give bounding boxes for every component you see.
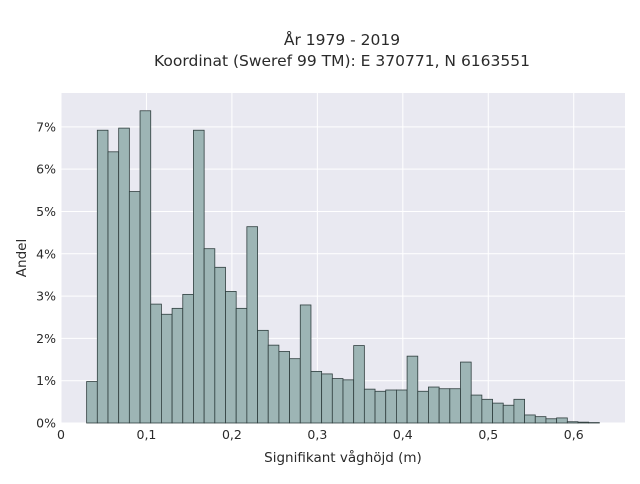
histogram-bar-3 [119,128,130,423]
y-tick-label-5: 5% [36,204,56,219]
histogram-bar-19 [290,359,301,423]
y-axis-ticks: 0% 1% 2% 3% 4% 5% 6% 7% [36,119,56,430]
histogram-bar-35 [461,362,472,423]
histogram-bar-40 [514,399,525,423]
histogram-bar-0 [87,382,98,423]
y-tick-label-0: 0% [36,416,56,431]
histogram-bar-23 [332,379,343,423]
chart-title-line-1: År 1979 - 2019 [284,30,400,49]
histogram-bar-34 [450,389,461,423]
histogram-bar-27 [375,391,386,423]
histogram-bar-45 [567,422,578,423]
histogram-bar-20 [300,305,311,423]
histogram-bar-4 [129,192,140,423]
histogram-bar-43 [546,419,557,423]
histogram-bar-17 [268,345,279,423]
histogram-bar-30 [407,356,418,423]
x-tick-label-1: 0,1 [137,427,157,442]
x-tick-label-6: 0,6 [564,427,584,442]
histogram-bar-14 [236,308,247,423]
x-tick-label-3: 0,3 [307,427,327,442]
histogram-bar-6 [151,304,162,423]
y-tick-label-7: 7% [36,119,56,134]
histogram-bar-15 [247,227,258,423]
y-tick-label-6: 6% [36,162,56,177]
x-tick-label-4: 0,4 [393,427,413,442]
histogram-bar-31 [418,391,429,423]
histogram-bar-13 [226,291,237,423]
y-tick-label-1: 1% [36,373,56,388]
histogram-bar-11 [204,249,215,423]
y-axis-label: Andel [14,239,30,277]
histogram-bar-8 [172,308,183,423]
histogram-bar-42 [535,417,546,423]
histogram-bar-28 [386,390,397,423]
y-tick-label-2: 2% [36,331,56,346]
histogram-bar-10 [193,130,204,423]
x-tick-label-5: 0,5 [478,427,498,442]
chart-title-line-2: Koordinat (Sweref 99 TM): E 370771, N 61… [154,52,530,70]
histogram-bar-32 [428,387,439,423]
histogram-bar-33 [439,389,450,423]
histogram-bar-24 [343,380,354,423]
histogram-bar-25 [354,346,365,423]
histogram-bar-38 [493,403,504,423]
histogram-bar-5 [140,111,151,423]
y-tick-label-3: 3% [36,289,56,304]
histogram-bar-26 [364,389,375,423]
histogram-bar-46 [578,422,589,423]
histogram-bar-37 [482,399,493,423]
histogram-bar-1 [97,130,108,423]
x-tick-label-0: 0 [57,427,65,442]
histogram-bar-22 [322,374,333,423]
histogram-bar-36 [471,395,482,423]
histogram-bar-39 [503,405,514,423]
x-axis-ticks: 0 0,1 0,2 0,3 0,4 0,5 0,6 [57,427,584,442]
histogram-bar-16 [258,330,269,423]
histogram-bar-18 [279,352,290,424]
histogram-bar-41 [525,415,536,423]
histogram-bar-44 [557,418,568,423]
histogram-bar-21 [311,371,322,423]
histogram-bar-12 [215,267,226,423]
histogram-bar-7 [161,314,172,423]
x-axis-label: Signifikant våghöjd (m) [264,449,422,466]
histogram-bar-29 [396,390,407,423]
x-tick-label-2: 0,2 [222,427,242,442]
y-tick-label-4: 4% [36,246,56,261]
histogram-bar-9 [183,294,194,423]
histogram-bar-2 [108,152,119,423]
